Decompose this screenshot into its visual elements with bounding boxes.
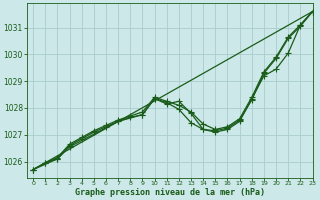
- X-axis label: Graphe pression niveau de la mer (hPa): Graphe pression niveau de la mer (hPa): [75, 188, 265, 197]
